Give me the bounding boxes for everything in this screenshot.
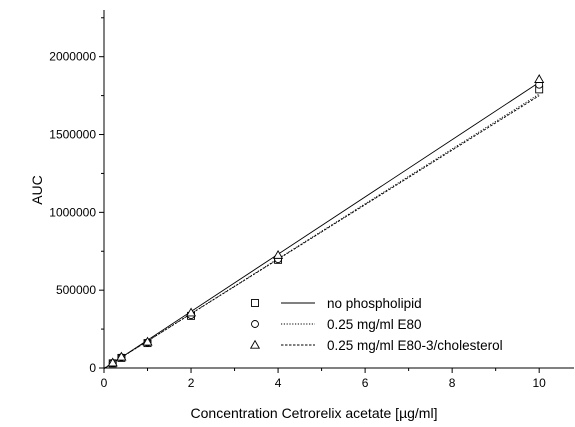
legend-marker-square [251, 299, 259, 307]
legend-label: 0.25 mg/ml E80-3/cholesterol [327, 338, 503, 353]
y-tick-label: 0 [89, 361, 96, 375]
y-tick-label: 500000 [56, 283, 96, 297]
y-tick-label: 1000000 [49, 205, 96, 219]
y-axis-title: AUC [29, 175, 45, 205]
data-point-triangle [534, 74, 545, 83]
x-tick-label: 0 [101, 376, 108, 390]
legend-label: 0.25 mg/ml E80 [327, 317, 422, 332]
legend-marker-triangle [249, 339, 261, 349]
data-points-layer [107, 74, 545, 368]
y-tick-label: 2000000 [49, 50, 96, 64]
fit-line [103, 82, 540, 370]
legend-marker-circle [251, 320, 259, 328]
x-axis-title: Concentration Cetrorelix acetate [µg/ml] [191, 405, 438, 421]
x-tick-label: 10 [533, 376, 547, 390]
legend-label: no phospholipid [327, 296, 422, 311]
x-tick-label: 4 [275, 376, 282, 390]
data-point-triangle [107, 357, 118, 367]
data-point-triangle [142, 336, 153, 346]
fit-lines-layer [103, 82, 540, 370]
x-tick-label: 8 [449, 376, 456, 390]
data-point-triangle [185, 307, 197, 317]
x-tick-label: 6 [362, 376, 369, 390]
data-point-triangle [116, 351, 127, 361]
fit-line [103, 93, 540, 369]
x-tick-label: 2 [188, 376, 195, 390]
y-tick-label: 1500000 [49, 128, 96, 142]
axes-layer: 0 2 4 6 8 10 0 500000 1000000 1500000 2000000 [49, 10, 574, 390]
legend: no phospholipid 0.25 mg/ml E80 0.25 mg/ml … [249, 296, 503, 353]
fit-line [103, 95, 540, 369]
data-point-triangle [272, 249, 284, 259]
